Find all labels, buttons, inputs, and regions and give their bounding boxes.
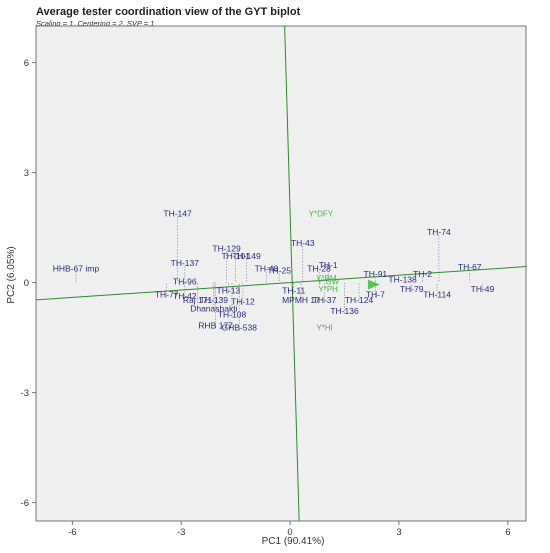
genotype-label: TH-139 <box>200 295 229 305</box>
genotype-label: TH-2 <box>413 269 432 279</box>
plot-panel <box>35 25 527 522</box>
genotype-label: TH-28 <box>307 264 331 274</box>
genotype-label: TH-138 <box>388 275 417 285</box>
genotype-label: TH-48 <box>255 264 279 274</box>
genotype-label: TH-101 <box>221 251 250 261</box>
x-tick-label: -6 <box>68 527 76 538</box>
trait-label: Y*BM <box>316 274 337 283</box>
y-tick-label: 3 <box>24 168 29 179</box>
genotype-label: TH-77 <box>155 289 179 299</box>
average-tester-axis-line <box>35 266 527 301</box>
perpendicular-axis-line <box>284 25 300 522</box>
trait-label: Y*DFY <box>309 210 334 219</box>
genotype-label: TH-91 <box>364 269 388 279</box>
genotype-label: TH-129 <box>212 244 241 254</box>
chart-subtitle: Scaling = 1, Centering = 2, SVP = 1 <box>36 19 155 28</box>
genotype-label: TH-137 <box>171 258 200 268</box>
trait-label: Y*PH <box>318 285 338 294</box>
x-tick-label: -3 <box>177 527 185 538</box>
genotype-label: MPMH 17 <box>282 295 320 305</box>
genotype-label: TH-49 <box>471 284 495 294</box>
genotype-label: GHB-538 <box>222 322 258 332</box>
genotype-label: TH-43 <box>291 238 315 248</box>
genotype-label: TH-136 <box>330 306 359 316</box>
genotype-label: TH-1 <box>319 260 338 270</box>
genotype-label: TH-108 <box>218 310 247 320</box>
genotype-label: TH-11 <box>282 286 305 296</box>
y-tick-label: 0 <box>24 278 29 289</box>
x-tick-label: 0 <box>287 527 292 538</box>
genotype-label: TH-25 <box>267 266 291 276</box>
genotype-label: TH-147 <box>163 209 192 219</box>
genotype-label: Dhanashakti <box>190 303 237 313</box>
y-tick-label: 6 <box>24 58 29 69</box>
x-axis-label: PC1 (90.41%) <box>262 536 325 547</box>
genotype-label: TH-37 <box>313 295 337 305</box>
genotype-label: TH-42 <box>173 291 197 301</box>
y-axis-label: PC2 (6.05%) <box>6 246 17 303</box>
trait-label: Y*HI <box>316 323 332 332</box>
chart-title: Average tester coordination view of the … <box>36 6 301 18</box>
x-tick-label: 6 <box>505 527 510 538</box>
genotype-label: TH-74 <box>427 227 451 237</box>
genotype-label: TH-114 <box>423 289 451 299</box>
genotype-label: TH-7 <box>366 289 385 299</box>
genotype-label: TH-79 <box>400 284 424 294</box>
genotype-label: TH-12 <box>231 297 255 307</box>
genotype-label: TH-149 <box>232 251 261 261</box>
y-tick-label: -3 <box>21 388 29 399</box>
genotype-label: TH-96 <box>173 277 197 287</box>
trait-label: Y*GW <box>317 278 340 287</box>
y-tick-label: -6 <box>21 498 29 509</box>
genotype-label: TH-124 <box>345 295 374 305</box>
genotype-label: HHB-67 imp <box>53 264 100 274</box>
x-tick-label: 3 <box>396 527 401 538</box>
genotype-label: TH-67 <box>458 262 482 272</box>
genotype-label: Raj 171 <box>183 295 213 305</box>
genotype-label: RHB 177 <box>198 321 233 331</box>
genotype-label: TH-13 <box>217 286 241 296</box>
average-environment-arrow <box>367 279 380 290</box>
